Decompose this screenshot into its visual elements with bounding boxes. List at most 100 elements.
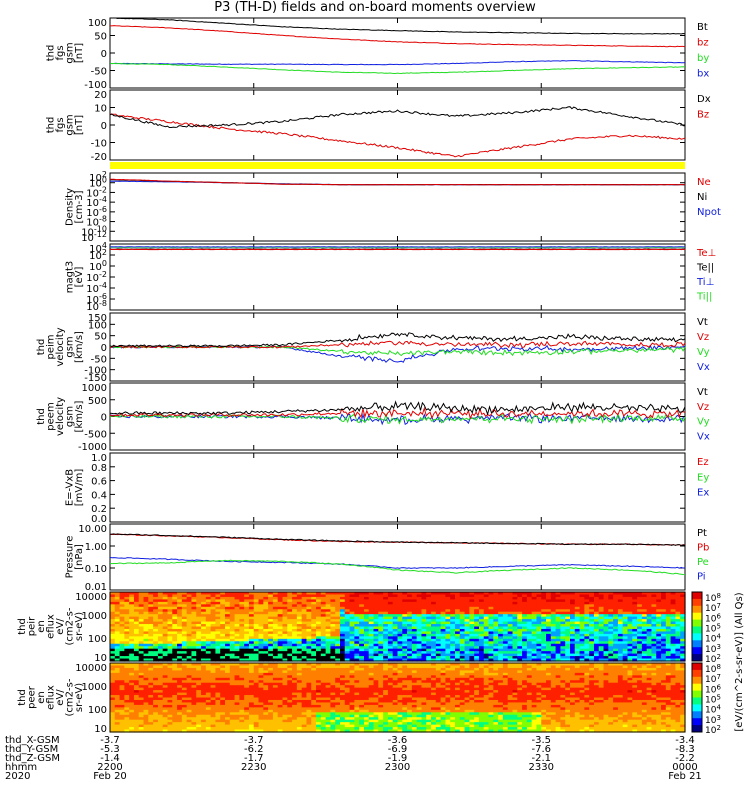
spectro-cell xyxy=(148,675,154,679)
spectro-cell xyxy=(205,633,212,637)
spectro-cell xyxy=(464,648,470,652)
ylabel-line: sr-eV) xyxy=(74,683,85,712)
spectro-cell xyxy=(225,641,231,645)
spectro-cell xyxy=(474,651,480,655)
spectro-cell xyxy=(316,677,322,681)
spectro-cell xyxy=(512,616,518,620)
spectro-cell xyxy=(272,658,279,662)
spectro-cell xyxy=(220,692,226,696)
spectro-cell xyxy=(565,631,571,635)
spectro-cell xyxy=(157,604,164,608)
spectro-cell xyxy=(225,707,231,711)
spectro-cell xyxy=(526,638,533,642)
spectro-cell xyxy=(244,699,250,704)
spectro-cell xyxy=(277,611,284,615)
spectro-cell xyxy=(234,714,240,718)
spectro-cell xyxy=(253,727,260,731)
spectro-cell xyxy=(225,619,231,623)
spectro-cell xyxy=(229,628,236,633)
spectro-cell xyxy=(325,648,332,652)
spectro-cell xyxy=(431,592,437,596)
spectro-cell xyxy=(320,722,327,726)
spectro-cell xyxy=(392,638,399,642)
spectro-cell xyxy=(330,633,336,637)
spectro-cell xyxy=(517,601,523,605)
spectro-cell xyxy=(330,594,336,598)
legend-peem-vel-3: Vx xyxy=(697,431,710,442)
spectro-cell xyxy=(133,641,140,645)
spectro-cell xyxy=(421,646,427,650)
spectro-cell xyxy=(138,641,145,645)
spectro-cell xyxy=(263,667,269,671)
spectro-cell xyxy=(478,604,485,608)
spectro-cell xyxy=(162,643,169,647)
spectro-cell xyxy=(627,611,633,615)
spectro-cell xyxy=(277,675,284,679)
spectro-cell xyxy=(143,663,149,667)
spectro-cell xyxy=(617,596,624,600)
spectro-cell xyxy=(335,641,341,645)
spectro-cell xyxy=(129,611,135,615)
spectro-cell xyxy=(498,653,504,657)
spectro-cell xyxy=(129,594,135,598)
spectro-cell xyxy=(478,646,485,650)
spectro-cell xyxy=(287,631,293,635)
spectro-cell xyxy=(148,648,154,652)
spectro-cell xyxy=(325,631,332,635)
spectro-cell xyxy=(157,614,164,618)
spectro-cell xyxy=(301,614,308,618)
ytick-label: 100 xyxy=(88,634,107,645)
spectro-cell xyxy=(191,631,197,635)
spectro-cell xyxy=(177,692,183,696)
spectro-cell xyxy=(450,656,456,660)
spectro-cell xyxy=(114,692,121,696)
spectro-cell xyxy=(502,619,509,623)
spectro-cell xyxy=(306,624,312,628)
spectro-cell xyxy=(517,641,523,645)
spectro-cell xyxy=(234,641,240,645)
spectro-cell xyxy=(186,648,193,652)
spectro-cell xyxy=(670,592,677,596)
spectro-cell xyxy=(282,621,288,625)
spectro-cell xyxy=(234,677,240,681)
spectro-cell xyxy=(167,724,173,728)
spectro-cell xyxy=(617,592,624,596)
spectro-cell xyxy=(110,646,116,650)
spectro-cell xyxy=(316,712,322,716)
spectro-cell xyxy=(373,638,379,642)
spectro-cell xyxy=(181,687,188,691)
spectro-cell xyxy=(287,641,293,645)
spectro-cell xyxy=(608,604,614,608)
ytick-label: 10-10 xyxy=(81,224,107,238)
spectro-cell xyxy=(148,722,154,726)
spectro-cell xyxy=(143,717,149,721)
spectro-cell xyxy=(541,592,547,596)
spectro-cell xyxy=(229,695,236,699)
spectro-cell xyxy=(378,594,384,598)
spectro-cell xyxy=(186,596,193,600)
spectro-cell xyxy=(129,712,135,716)
spectro-cell xyxy=(469,592,475,596)
spectro-cell xyxy=(340,638,346,642)
spectro-cell xyxy=(387,651,394,655)
spectro-cell xyxy=(651,626,657,630)
spectro-cell xyxy=(392,651,399,655)
spectro-cell xyxy=(110,609,116,613)
spectro-cell xyxy=(186,609,193,613)
spectro-cell xyxy=(133,690,140,694)
spectro-cell xyxy=(416,626,423,630)
spectro-cell xyxy=(220,687,226,691)
spectro-cell xyxy=(502,648,509,652)
spectro-cell xyxy=(416,601,423,605)
spectro-cell xyxy=(637,658,643,662)
spectro-cell xyxy=(296,695,303,699)
spectro-cell xyxy=(196,663,202,667)
spectro-cell xyxy=(153,638,159,642)
spectro-cell xyxy=(296,707,303,711)
spectro-cell xyxy=(220,685,226,689)
legend-efield-2: Ex xyxy=(697,488,709,499)
spectro-cell xyxy=(215,667,221,671)
spectro-cell xyxy=(435,641,442,645)
spectro-cell xyxy=(124,601,130,605)
spectro-cell xyxy=(258,704,264,708)
